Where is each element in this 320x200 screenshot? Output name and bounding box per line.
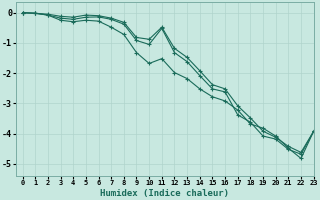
X-axis label: Humidex (Indice chaleur): Humidex (Indice chaleur) bbox=[100, 189, 229, 198]
